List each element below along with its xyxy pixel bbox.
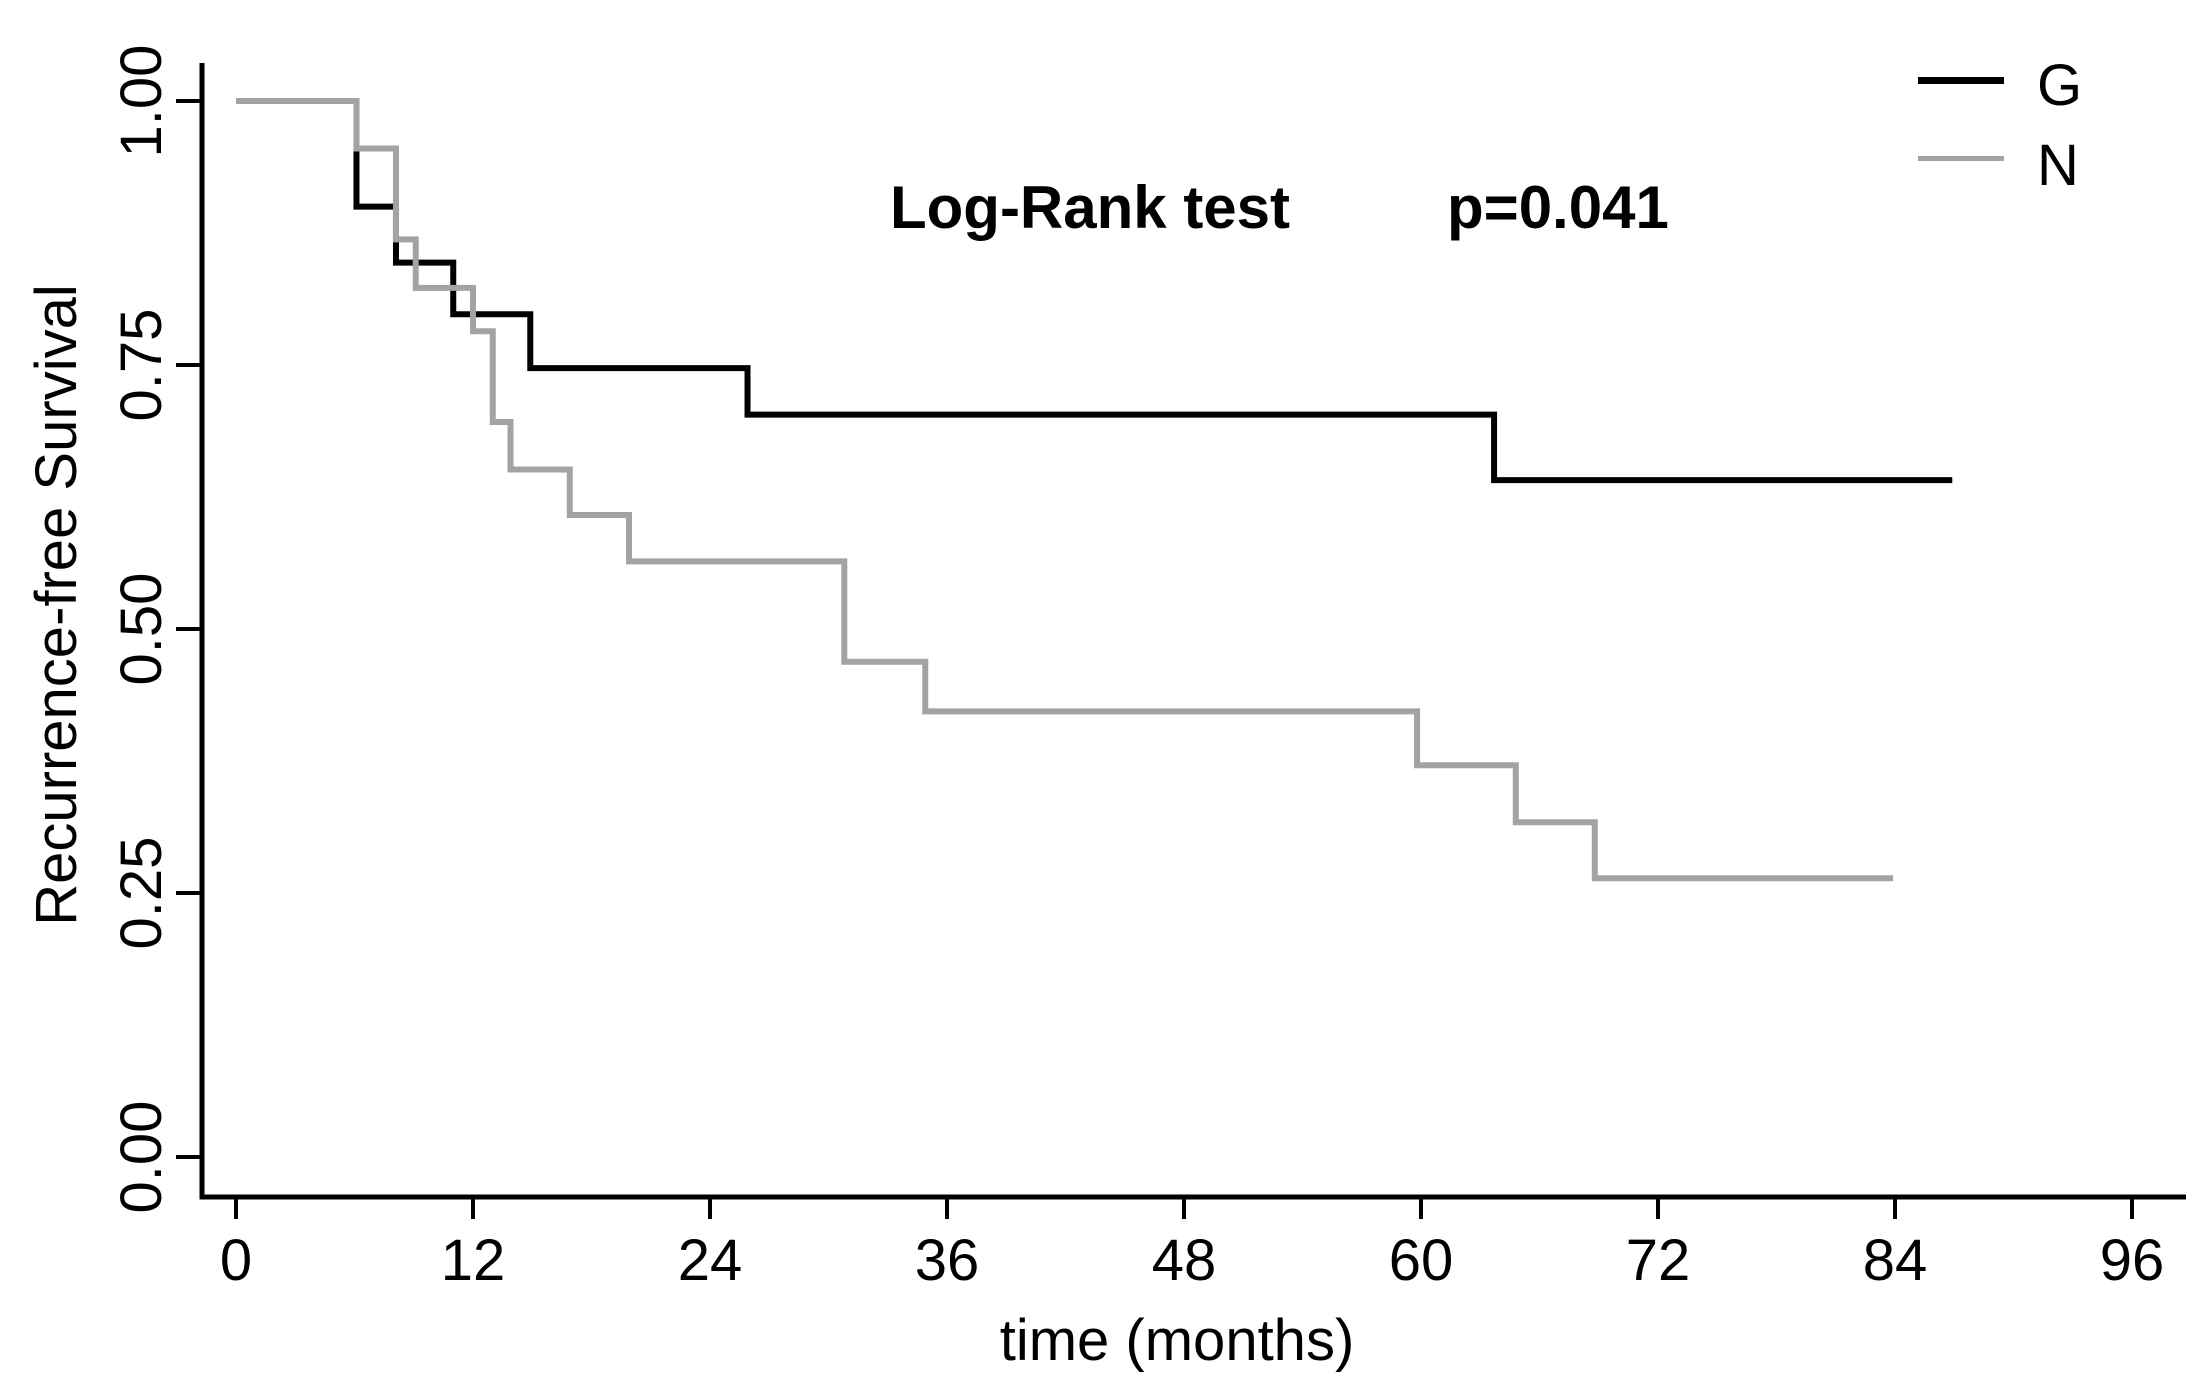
legend-label-g: G	[2037, 53, 2083, 118]
p-value-label: p=0.041	[1447, 174, 1669, 241]
legend-line-n	[1918, 156, 2004, 161]
x-tick-label: 96	[2099, 1228, 2165, 1293]
x-tick-label: 60	[1388, 1228, 1454, 1293]
x-tick-label: 36	[914, 1228, 980, 1293]
x-tick-label: 84	[1862, 1228, 1928, 1293]
x-tick-label: 72	[1625, 1228, 1691, 1293]
y-tick-label: 1.00	[109, 44, 174, 158]
legend-line-g	[1918, 77, 2004, 84]
y-axis-title: Recurrence-free Survival	[24, 284, 89, 926]
y-tick-label: 0.00	[109, 1100, 174, 1214]
x-tick-label: 12	[440, 1228, 506, 1293]
survival-curve-g	[236, 98, 1953, 484]
y-tick-label: 0.25	[109, 836, 174, 950]
x-tick-label: 0	[219, 1228, 253, 1293]
log-rank-test-label: Log-Rank test	[890, 174, 1291, 241]
legend-label-n: N	[2037, 133, 2079, 198]
x-axis-title: time (months)	[999, 1308, 1355, 1373]
y-tick-label: 0.50	[109, 572, 174, 686]
survival-curve-n	[236, 98, 1894, 882]
y-tick-label: 0.75	[109, 308, 174, 422]
x-tick-label: 24	[677, 1228, 743, 1293]
x-tick-label: 48	[1151, 1228, 1217, 1293]
